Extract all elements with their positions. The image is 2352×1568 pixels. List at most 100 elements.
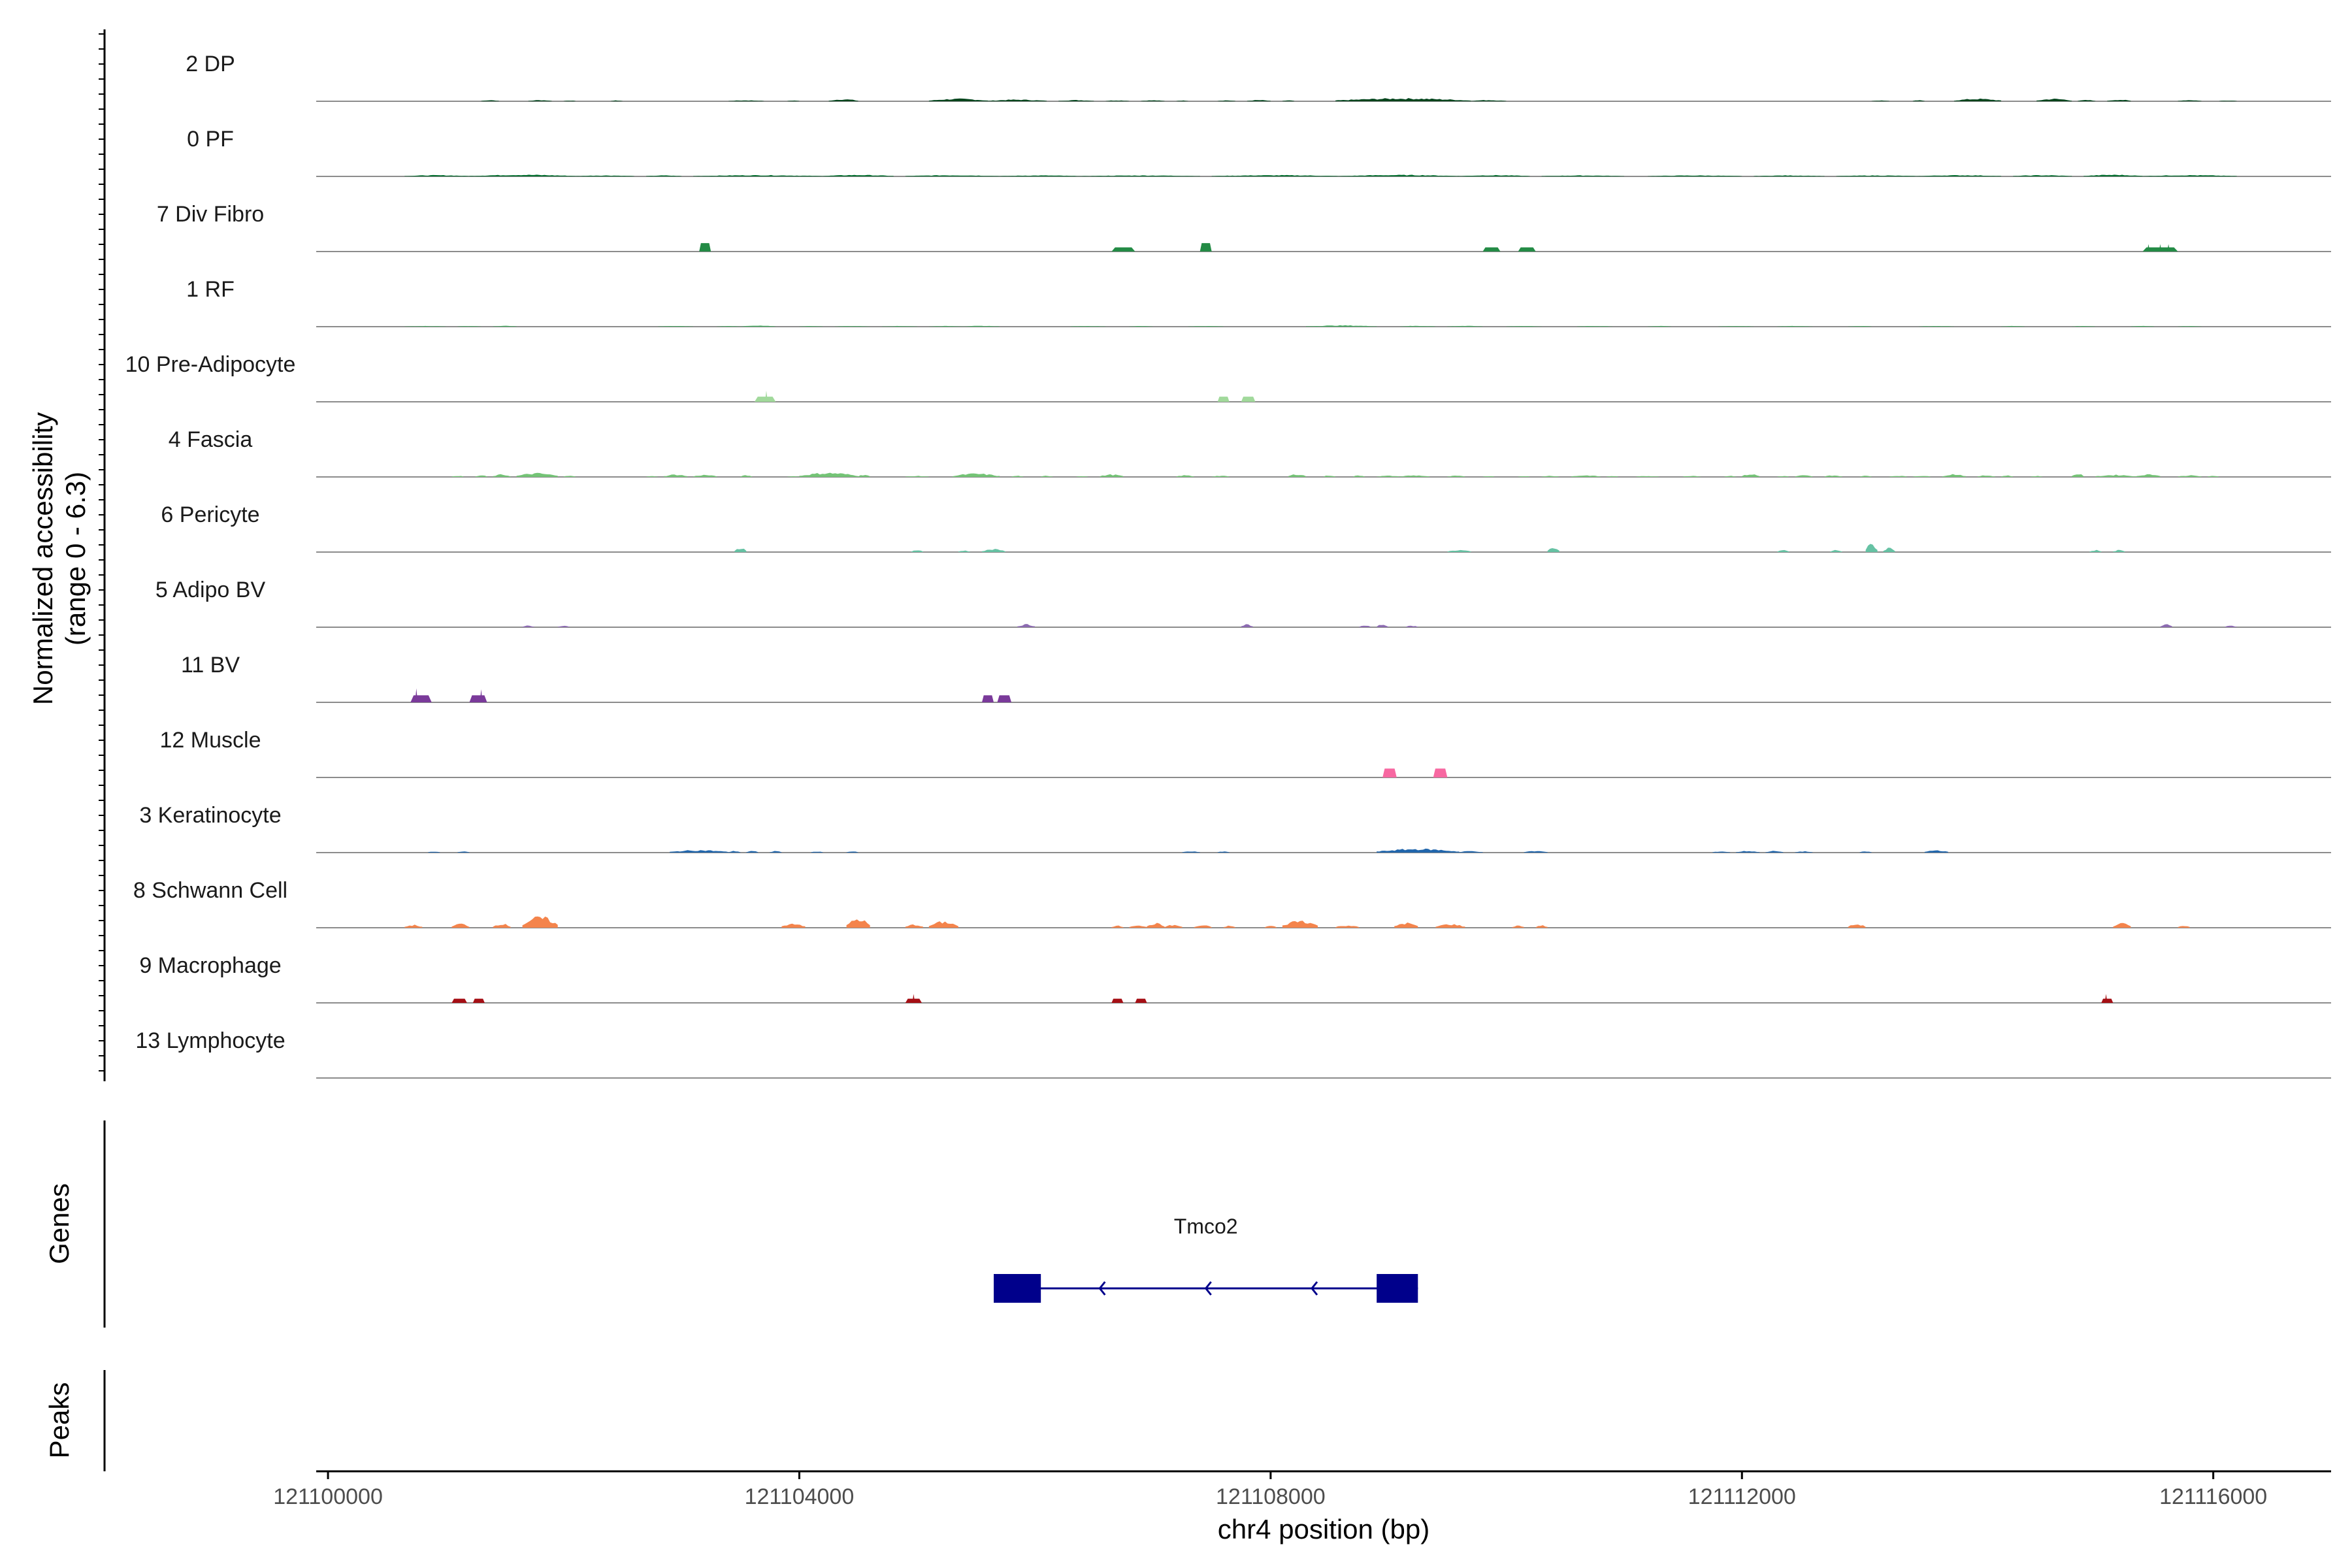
coverage-peak <box>1241 624 1253 627</box>
x-tick-label: 121112000 <box>1688 1484 1796 1509</box>
coverage-peak <box>1518 476 1530 477</box>
coverage-peak <box>1795 475 1813 477</box>
coverage-peak <box>928 921 958 928</box>
coverage-spike <box>912 994 915 1003</box>
coverage-peak <box>1200 243 1212 252</box>
coverage-peak <box>522 625 534 627</box>
coverage-peak <box>1282 921 1318 928</box>
coverage-peak <box>1447 325 1483 327</box>
coverage-peak <box>2136 474 2161 477</box>
coverage-peak <box>1647 325 1672 327</box>
track-5: 10 Pre-Adipocyte <box>125 352 2331 402</box>
coverage-peak <box>1241 397 1256 402</box>
coverage-peak <box>717 326 741 327</box>
coverage-peak <box>958 550 970 552</box>
track-label: 4 Fascia <box>169 427 253 452</box>
coverage-peak <box>1353 475 1365 477</box>
coverage-peak <box>1382 768 1397 777</box>
x-tick-label: 121100000 <box>273 1484 383 1509</box>
coverage-peak <box>1341 174 1460 176</box>
coverage-spike <box>2159 244 2162 252</box>
track-label: 9 Macrophage <box>139 953 281 978</box>
track-12: 8 Schwann Cell <box>133 878 2331 928</box>
coverage-peak <box>1506 326 1542 327</box>
track-label: 12 Muscle <box>160 728 261 753</box>
coverage-peak <box>981 549 1006 552</box>
coverage-peak <box>404 174 470 176</box>
coverage-peak <box>2078 100 2096 101</box>
coverage-peak <box>1795 851 1813 853</box>
coverage-peak <box>2001 475 2014 477</box>
coverage-spike <box>2147 244 2150 252</box>
coverage-peak <box>1359 625 1371 627</box>
coverage-peak <box>1211 174 1342 176</box>
coverage-peak <box>1571 475 1601 477</box>
coverage-peak <box>1712 851 1731 853</box>
coverage-peak <box>823 174 894 176</box>
coverage-peak <box>1100 474 1124 477</box>
coverage-peak <box>1777 325 1813 327</box>
track-label: 1 RF <box>186 277 235 302</box>
coverage-peak <box>645 175 682 176</box>
coverage-peak <box>2207 476 2219 477</box>
coverage-peak <box>1135 998 1147 1003</box>
coverage-peak <box>1547 548 1560 552</box>
coverage-peak <box>1194 925 1212 928</box>
track-label: 11 BV <box>181 653 240 678</box>
coverage-peak <box>2107 99 2131 101</box>
coverage-spike <box>415 688 418 702</box>
coverage-peak <box>404 924 423 928</box>
track-9: 11 BV <box>181 653 2331 703</box>
coverage-peak <box>1111 247 1135 252</box>
coverage-peak <box>451 923 470 928</box>
track-label: 6 Pericyte <box>161 502 259 527</box>
coverage-peak <box>2113 549 2125 552</box>
coverage-peak <box>1164 924 1183 928</box>
coverage-peak <box>1017 624 1036 627</box>
coverage-peak <box>1394 923 1418 928</box>
coverage-peak <box>1070 326 1106 327</box>
strand-arrow <box>1311 1281 1318 1296</box>
coverage-peak <box>1400 475 1430 477</box>
coverage-peak <box>1912 100 1925 101</box>
genes-panel-label: Genes <box>44 1183 74 1264</box>
coverage-peak <box>1147 923 1165 928</box>
coverage-peak <box>858 475 870 477</box>
coverage-peak <box>1912 476 1931 477</box>
coverage-peak <box>1824 475 1842 477</box>
coverage-peak <box>2178 100 2202 101</box>
y-axis <box>99 29 106 1081</box>
coverage-peak <box>2113 923 2131 928</box>
coverage-peak <box>1406 625 1418 627</box>
track-10: 12 Muscle <box>160 728 2331 778</box>
x-tick-label: 121108000 <box>1216 1484 1326 1509</box>
coverage-peak <box>846 919 870 928</box>
coverage-peak <box>799 472 858 477</box>
track-4: 1 RF <box>186 277 2331 327</box>
coverage-peak <box>1848 326 1872 327</box>
gene-model <box>994 1274 1418 1303</box>
coverage-peak <box>1433 768 1448 777</box>
coverage-peak <box>1111 998 1124 1003</box>
coverage-peak <box>1518 247 1536 252</box>
coverage-peak <box>1736 851 1760 853</box>
coverage-peak <box>1777 549 1789 552</box>
coverage-peak <box>2031 476 2043 477</box>
coverage-peak <box>1742 474 1760 477</box>
coverage-peak <box>1683 476 1701 477</box>
coverage-peak <box>2072 474 2084 477</box>
coverage-peak <box>1883 547 1895 552</box>
coverage-peak <box>1211 476 1230 477</box>
coverage-peak <box>2013 175 2072 176</box>
coverage-peak <box>1718 326 1754 327</box>
coverage-peak <box>1129 326 1153 327</box>
coverage-peak <box>516 472 558 477</box>
coverage-peak <box>658 326 694 327</box>
coverage-spike <box>480 689 483 702</box>
coverage-peak <box>2142 175 2237 176</box>
track-label: 8 Schwann Cell <box>133 878 287 903</box>
strand-arrow <box>1098 1281 1106 1296</box>
coverage-peak <box>1335 98 1471 101</box>
coverage-peak <box>645 476 659 477</box>
x-tick-label: 121104000 <box>745 1484 855 1509</box>
